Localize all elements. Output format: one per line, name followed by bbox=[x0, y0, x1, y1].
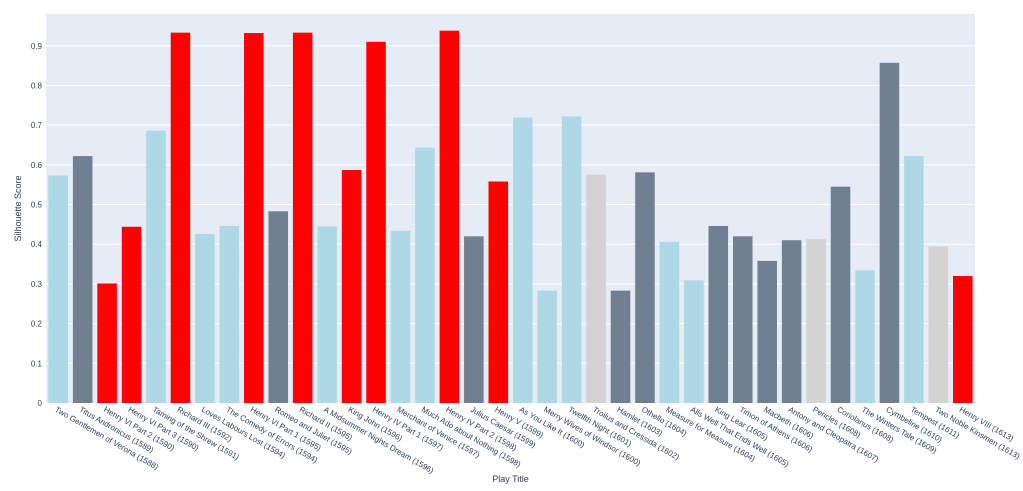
y-tick-label: 0.2 bbox=[31, 320, 43, 329]
bar bbox=[855, 270, 875, 403]
bars bbox=[48, 30, 973, 404]
bar bbox=[464, 236, 484, 403]
x-tick-labels: Two Gentlemen of Verona (1588)Titus Andr… bbox=[53, 405, 1021, 476]
bar bbox=[904, 156, 924, 403]
bar bbox=[121, 226, 142, 403]
bar bbox=[415, 147, 435, 403]
bar bbox=[72, 156, 93, 403]
y-axis-title: Silhouette Score bbox=[13, 175, 23, 241]
y-tick-label: 0.7 bbox=[31, 121, 43, 130]
bar bbox=[757, 260, 777, 403]
bar bbox=[341, 169, 362, 403]
y-tick-label: 0 bbox=[38, 399, 43, 408]
y-tick-label: 0.6 bbox=[31, 161, 43, 170]
bar bbox=[170, 32, 191, 403]
bar bbox=[219, 225, 240, 403]
bar bbox=[732, 236, 753, 403]
bar bbox=[708, 225, 729, 403]
bar bbox=[952, 275, 973, 403]
bar bbox=[195, 233, 215, 403]
bar bbox=[635, 172, 655, 403]
bar bbox=[659, 241, 680, 403]
bar bbox=[97, 283, 117, 403]
y-tick-label: 0.5 bbox=[31, 201, 43, 210]
bar bbox=[586, 174, 606, 403]
bar bbox=[48, 175, 69, 403]
y-tick-label: 0.1 bbox=[31, 359, 43, 368]
bar bbox=[879, 62, 900, 403]
bar bbox=[512, 117, 533, 404]
bar bbox=[610, 290, 631, 403]
bar bbox=[684, 280, 704, 403]
x-axis-title: Play Title bbox=[492, 474, 529, 484]
bar bbox=[537, 290, 557, 403]
bar bbox=[366, 41, 386, 404]
y-tick-label: 0.9 bbox=[31, 42, 43, 51]
bar bbox=[244, 33, 264, 403]
bar bbox=[830, 186, 851, 403]
y-tick-label: 0.3 bbox=[31, 280, 43, 289]
bar bbox=[439, 30, 460, 404]
y-tick-label: 0.8 bbox=[31, 81, 43, 90]
bar bbox=[781, 240, 802, 403]
bar bbox=[928, 246, 949, 403]
bar bbox=[292, 32, 313, 403]
bar bbox=[561, 116, 582, 403]
bar bbox=[317, 226, 337, 403]
bar bbox=[806, 239, 826, 403]
bar bbox=[268, 211, 289, 403]
bar bbox=[488, 181, 509, 403]
bar bbox=[390, 230, 411, 403]
y-tick-labels: 0 0.1 0.2 0.3 0.4 0.5 0.6 0.7 0.8 0.9 bbox=[31, 42, 43, 408]
bar bbox=[146, 130, 166, 403]
y-tick-label: 0.4 bbox=[31, 240, 43, 249]
